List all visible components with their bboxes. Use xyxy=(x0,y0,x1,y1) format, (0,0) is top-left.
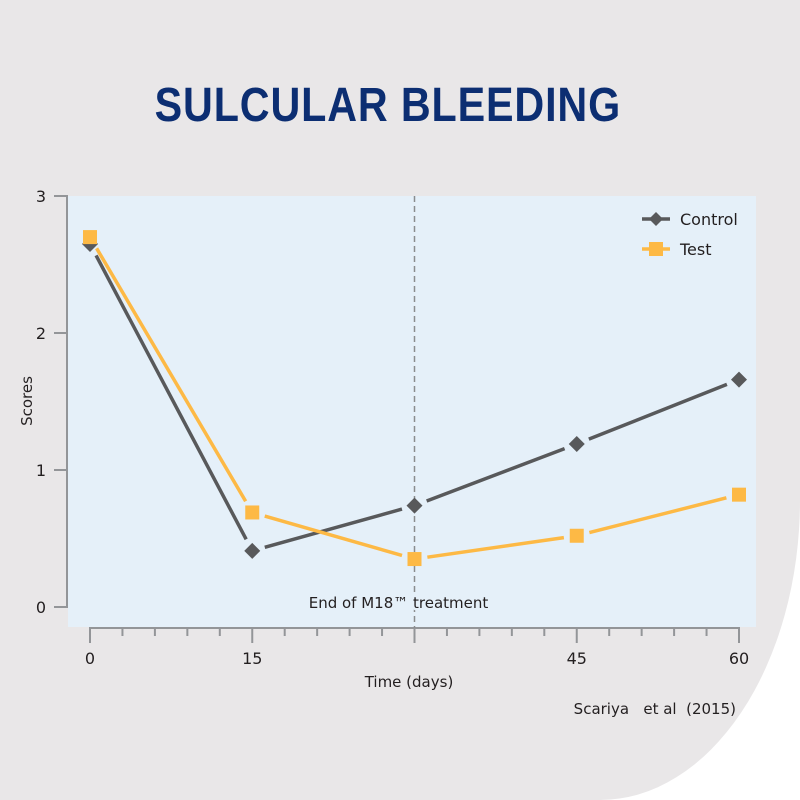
legend-square-marker xyxy=(649,242,663,256)
series-line-segment xyxy=(264,507,403,550)
series-test xyxy=(83,230,746,567)
series-line-segment xyxy=(588,496,727,535)
legend-item-control: Control xyxy=(642,210,738,229)
series-line-segment xyxy=(588,382,728,441)
legend-label: Control xyxy=(680,210,738,229)
y-tick-label: 1 xyxy=(36,461,46,480)
y-axis-title: Scores xyxy=(18,376,36,426)
legend-diamond-marker xyxy=(649,212,663,226)
data-point-test xyxy=(83,230,97,245)
data-point-test xyxy=(407,552,422,567)
data-point-control xyxy=(568,435,585,452)
series-control xyxy=(82,235,747,559)
data-point-test xyxy=(569,528,584,543)
y-tick-label: 3 xyxy=(36,187,46,206)
y-tick-label: 2 xyxy=(36,324,46,343)
y-tick-label: 0 xyxy=(36,598,46,617)
data-point-control xyxy=(731,371,747,388)
legend: Control Test xyxy=(642,210,738,259)
x-tick-label: 15 xyxy=(242,649,262,668)
x-tick-label: 60 xyxy=(729,649,749,668)
data-point-test xyxy=(245,505,260,520)
series-line-segment xyxy=(95,247,248,503)
series-line-segment xyxy=(426,446,566,503)
chart-title: SULCULAR BLEEDING xyxy=(154,79,622,132)
data-point-test xyxy=(732,487,746,502)
treatment-end-label: End of M18™ treatment xyxy=(309,594,489,612)
x-axis-title: Time (days) xyxy=(364,673,454,691)
legend-label: Test xyxy=(679,240,712,259)
data-point-control xyxy=(244,542,261,559)
x-tick-label: 45 xyxy=(567,649,587,668)
source-citation: Scariya et al (2015) xyxy=(574,700,736,718)
x-tick-label: 0 xyxy=(85,649,95,668)
legend-item-test: Test xyxy=(642,240,712,259)
data-point-control xyxy=(406,497,423,514)
series-line-segment xyxy=(94,254,248,541)
series-line-segment xyxy=(427,535,565,559)
series-line-segment xyxy=(264,514,403,558)
